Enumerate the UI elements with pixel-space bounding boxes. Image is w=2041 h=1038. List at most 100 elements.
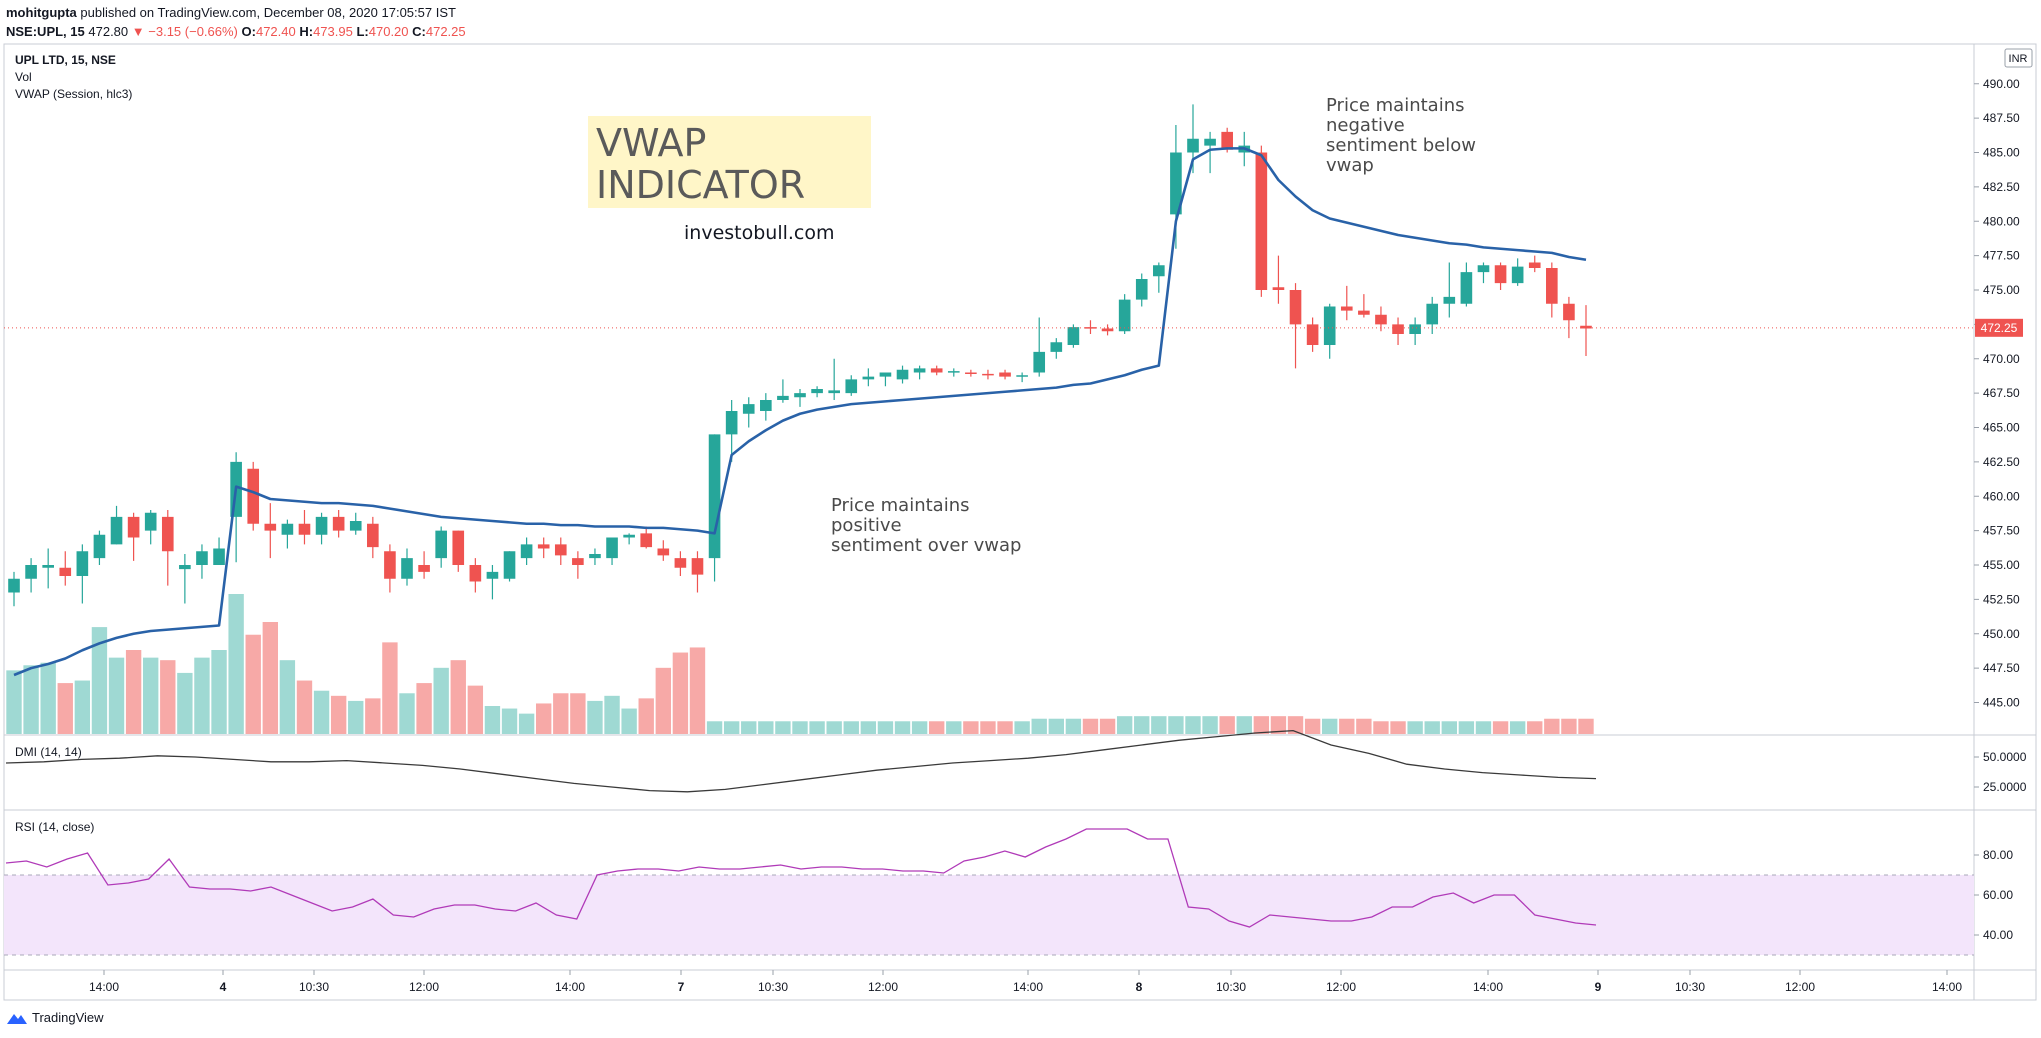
candle-body: [1528, 262, 1541, 268]
high-value: 473.95: [313, 24, 353, 39]
legend-title: UPL LTD, 15, NSE: [15, 53, 116, 67]
volume-bar: [91, 627, 108, 734]
volume-bar: [1185, 716, 1201, 734]
candle-body: [435, 530, 447, 559]
publisher-name[interactable]: mohitgupta: [6, 5, 77, 20]
ohlc-line: NSE:UPL, 15 472.80 ▼ −3.15 (−0.66%) O:47…: [6, 22, 466, 41]
candle-body: [1546, 268, 1558, 304]
volume-bar: [1287, 716, 1304, 734]
volume-bar: [741, 721, 757, 734]
volume-bar: [1031, 718, 1047, 734]
volume-bar: [553, 693, 569, 734]
note-negative-3: sentiment below: [1326, 135, 1476, 156]
volume-bar: [1492, 721, 1509, 734]
candle-body: [1306, 324, 1319, 345]
price-tick-label: 455.00: [1983, 558, 2020, 572]
price-tick-label: 490.00: [1983, 77, 2020, 91]
candle-body: [1050, 342, 1063, 352]
volume-bar: [877, 721, 894, 734]
rsi-tick-label: 40.00: [1983, 928, 2013, 942]
volume-bar: [672, 652, 689, 734]
price-tick-label: 465.00: [1983, 421, 2020, 435]
close-label: C:: [412, 24, 426, 39]
high-label: H:: [299, 24, 314, 39]
volume-bar: [467, 685, 484, 734]
time-tick-label: 14:00: [1013, 980, 1043, 994]
volume-bar: [1304, 718, 1321, 734]
volume-bar: [228, 594, 244, 734]
candle-body: [452, 530, 465, 565]
candle-body: [572, 558, 584, 565]
candle-body: [127, 516, 140, 538]
legend-dmi: DMI (14, 14): [15, 745, 82, 759]
volume-bar: [775, 721, 791, 734]
low-value: 470.20: [368, 24, 409, 39]
vwap-line: [13, 147, 1587, 677]
volume-bar: [1322, 718, 1338, 734]
volume-bar: [1424, 721, 1440, 734]
candle-body: [1033, 351, 1046, 373]
volume-bar: [1082, 718, 1099, 734]
time-tick-label: 9: [1595, 980, 1602, 994]
volume-bar: [946, 721, 962, 734]
rsi-path: [5, 828, 1597, 928]
volume-bar: [1253, 716, 1270, 734]
price-tick-label: 477.50: [1983, 249, 2020, 263]
candle-body: [657, 548, 670, 556]
note-negative-2: negative: [1326, 115, 1405, 136]
candle-body: [144, 512, 157, 531]
candle-body: [1101, 328, 1114, 332]
candle-body: [674, 558, 687, 568]
chart-frame: [3, 43, 2037, 1001]
candle-body: [1067, 327, 1080, 345]
candle-body: [1187, 138, 1199, 153]
volume-bar: [143, 657, 159, 734]
price-tick-label: 470.00: [1983, 352, 2020, 366]
candle-body: [213, 548, 225, 565]
symbol-label: NSE:UPL, 15: [6, 24, 85, 39]
price-axis[interactable]: 490.00 487.50 485.00 482.50 480.00 477.50 475.…: [1974, 77, 2020, 710]
dmi-path: [5, 729, 1597, 793]
time-axis[interactable]: 14:00 4 10:30 12:00 14:00 7 10:30 12:00 14:00 8 10…: [89, 970, 1962, 994]
candle-body: [828, 390, 840, 394]
volume-bar: [399, 693, 415, 734]
time-tick-label: 14:00: [555, 980, 585, 994]
candle-body: [691, 558, 704, 575]
volume-bar: [450, 660, 466, 734]
dmi-tick-label: 25.0000: [1983, 780, 2027, 794]
volume-bar: [211, 650, 227, 734]
candle-body: [110, 516, 123, 545]
candle-body: [93, 534, 106, 559]
volume-bar: [74, 680, 91, 734]
candle-body: [640, 533, 653, 548]
time-tick-label: 12:00: [1785, 980, 1815, 994]
volume-bar: [1561, 718, 1577, 734]
volume-bar: [501, 708, 518, 734]
rsi-band: [4, 874, 1974, 956]
volume-bar: [245, 634, 261, 734]
volume-bar: [1151, 716, 1167, 734]
dmi-line: 50.0000 25.0000: [5, 729, 2027, 794]
volume-bar: [416, 683, 432, 734]
tradingview-logo-icon[interactable]: [6, 1011, 28, 1025]
price-tick-label: 457.50: [1983, 524, 2020, 538]
footer-brand[interactable]: TradingView: [32, 1010, 104, 1025]
volume-bar: [382, 642, 398, 734]
current-price-label: 472.25: [1981, 321, 2018, 335]
candle-body: [1272, 287, 1285, 290]
volume-bar: [518, 713, 535, 734]
price-tick-label: 460.00: [1983, 489, 2020, 503]
candle-body: [862, 376, 875, 380]
candle-body: [247, 468, 260, 524]
publish-line: mohitgupta published on TradingView.com,…: [6, 3, 466, 22]
candle-body: [384, 551, 396, 579]
volume-bar: [826, 721, 842, 734]
currency-button[interactable]: [2004, 48, 2033, 68]
rsi-tick-label: 60.00: [1983, 888, 2013, 902]
candle-body: [913, 368, 926, 373]
volume-bar: [1270, 716, 1287, 734]
volume-bar: [1509, 721, 1526, 734]
time-tick-label: 10:30: [758, 980, 788, 994]
candle-body: [367, 523, 379, 548]
